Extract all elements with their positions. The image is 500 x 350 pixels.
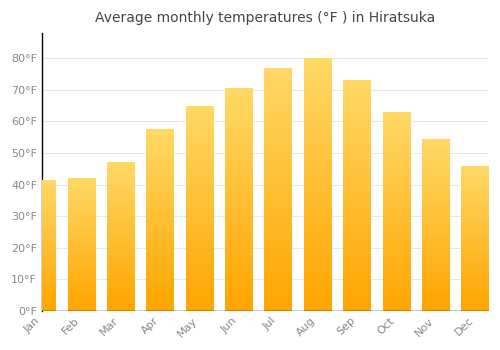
Title: Average monthly temperatures (°F ) in Hiratsuka: Average monthly temperatures (°F ) in Hi… [96, 11, 435, 25]
Bar [28, 180, 56, 310]
Bar [422, 139, 450, 310]
Bar [382, 112, 410, 310]
Bar [304, 58, 332, 310]
Bar [264, 68, 292, 310]
Bar [146, 130, 174, 310]
Bar [343, 80, 371, 310]
Bar [462, 166, 489, 310]
Bar [225, 89, 252, 310]
Bar [68, 178, 95, 310]
Bar [107, 162, 134, 310]
Bar [186, 106, 214, 310]
